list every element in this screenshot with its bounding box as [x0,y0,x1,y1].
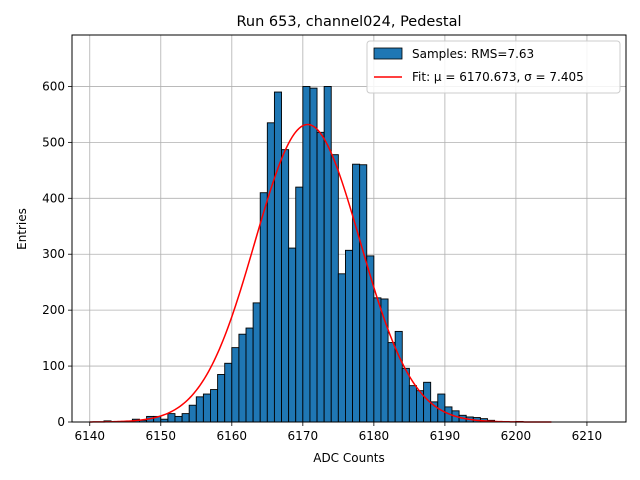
histogram-bar [387,342,396,423]
y-axis-ticks: 0 100 200 300 400 500 600 [42,79,72,429]
histogram-bar [373,297,382,423]
histogram-bar [195,396,204,423]
x-tick-label: 6160 [217,429,248,443]
legend-swatch-samples [373,47,403,60]
legend: Samples: RMS=7.63 Fit: μ = 6170.673, σ =… [366,40,621,94]
histogram-bar [295,186,304,423]
histogram-bar [231,347,240,423]
histogram-bar [401,367,410,423]
histogram-bar [224,362,233,423]
histogram-bar [302,86,311,423]
x-tick-label: 6200 [501,429,532,443]
y-tick-label: 0 [57,415,65,429]
chart-title: Run 653, channel024, Pedestal [236,14,461,30]
histogram-bar [238,333,247,423]
histogram-bar [316,131,325,423]
y-axis-label: Entries [15,208,29,250]
histogram-bar [188,404,197,423]
histogram-bar [309,87,318,423]
histogram-bar [288,247,297,423]
histogram-bar [337,273,346,423]
plot-frame [71,34,627,423]
x-tick-label: 6140 [74,429,105,443]
histogram-bar [352,163,361,423]
legend-box [366,40,621,94]
histogram-bar [366,255,375,423]
x-tick-label: 6210 [572,429,603,443]
histogram-bar [408,385,417,423]
histogram-bar [323,86,332,423]
y-tick-label: 500 [42,135,65,149]
histogram-bar [281,149,290,423]
x-tick-label: 6150 [146,429,177,443]
histogram-bar [210,389,219,423]
x-tick-label: 6190 [430,429,461,443]
histogram-bar [359,164,368,423]
histogram-bar [380,298,389,423]
histogram-bar [245,327,254,423]
x-tick-label: 6180 [359,429,390,443]
y-tick-label: 400 [42,191,65,205]
y-tick-label: 600 [42,79,65,93]
histogram-bar [344,249,354,423]
histogram-bar [394,330,403,423]
legend-label-samples: Samples: RMS=7.63 [412,47,534,61]
histogram-bar [167,413,176,423]
histogram-bar [252,302,261,423]
x-axis-label: ADC Counts [313,451,385,465]
y-tick-label: 200 [42,303,65,317]
y-tick-label: 300 [42,247,65,261]
histogram-bar [259,192,268,423]
y-tick-label: 100 [42,359,65,373]
histogram-bar [330,154,339,423]
histogram-bar [266,122,275,423]
histogram-bar [273,91,282,423]
histogram-bar [202,393,211,423]
fit-curve [89,123,552,423]
x-axis-ticks: 6140 6150 6160 6170 6180 6190 6200 6210 [74,422,602,443]
legend-label-fit: Fit: μ = 6170.673, σ = 7.405 [412,70,584,84]
histogram-bar [217,374,226,423]
histogram-bar [174,415,183,423]
x-tick-label: 6170 [288,429,319,443]
histogram-bar [181,413,190,423]
